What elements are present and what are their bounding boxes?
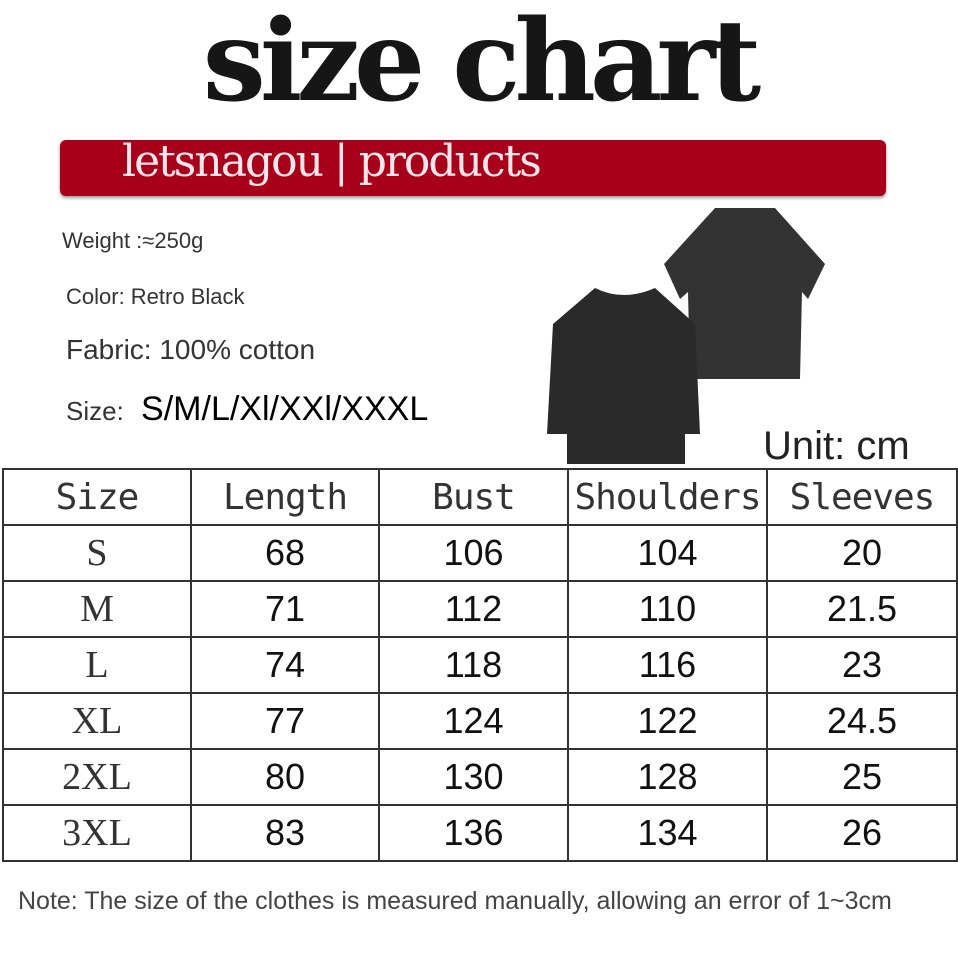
cell-shoulders: 134 [567,804,768,862]
table-row: XL 77 124 122 24.5 [2,692,958,750]
cell-size: L [2,636,192,694]
cell-size: S [2,524,192,582]
cell-length: 83 [190,804,380,862]
fabric-spec: Fabric: 100% cotton [66,334,316,365]
brand-banner: letsnagou | products [60,136,886,196]
table-row: 2XL 80 130 128 25 [2,748,958,806]
size-values: S/M/L/Xl/XXl/XXXL [141,390,429,428]
cell-sleeves: 26 [766,804,958,862]
cell-shoulders: 122 [567,692,768,750]
cell-bust: 118 [378,636,569,694]
cell-size: M [2,580,192,638]
cell-bust: 106 [378,524,569,582]
header-shoulders: Shoulders [567,468,768,526]
color-spec: Color: Retro Black [66,284,245,309]
tshirt-back-image [664,208,825,379]
header-bust: Bust [378,468,569,526]
cell-shoulders: 104 [567,524,768,582]
table-row: S 68 106 104 20 [2,524,958,582]
header-size: Size [2,468,192,526]
size-label: Size: [66,396,124,426]
cell-sleeves: 20 [766,524,958,582]
cell-bust: 124 [378,692,569,750]
cell-length: 77 [190,692,380,750]
cell-bust: 112 [378,580,569,638]
table-row: 3XL 83 136 134 26 [2,804,958,862]
cell-sleeves: 21.5 [766,580,958,638]
cell-size: XL [2,692,192,750]
size-spec: Size: S/M/L/Xl/XXl/XXXL [66,390,428,429]
brand-text: letsnagou | products [122,136,542,187]
table-row: L 74 118 116 23 [2,636,958,694]
cell-bust: 130 [378,748,569,806]
cell-sleeves: 23 [766,636,958,694]
cell-bust: 136 [378,804,569,862]
table-row: M 71 112 110 21.5 [2,580,958,638]
cell-size: 2XL [2,748,192,806]
note: Note: The size of the clothes is measure… [18,887,892,915]
tshirt-front-image [547,288,700,464]
cell-sleeves: 25 [766,748,958,806]
cell-length: 68 [190,524,380,582]
size-table: Size Length Bust Shoulders Sleeves S 68 10… [2,468,958,862]
table-header-row: Size Length Bust Shoulders Sleeves [2,468,958,526]
page-title: size chart [202,0,761,127]
cell-length: 71 [190,580,380,638]
unit-label: Unit: cm [763,424,910,468]
header-length: Length [190,468,380,526]
cell-size: 3XL [2,804,192,862]
weight-spec: Weight :≈250g [62,228,204,253]
cell-shoulders: 116 [567,636,768,694]
header-sleeves: Sleeves [766,468,958,526]
cell-shoulders: 128 [567,748,768,806]
cell-length: 80 [190,748,380,806]
cell-sleeves: 24.5 [766,692,958,750]
cell-shoulders: 110 [567,580,768,638]
cell-length: 74 [190,636,380,694]
